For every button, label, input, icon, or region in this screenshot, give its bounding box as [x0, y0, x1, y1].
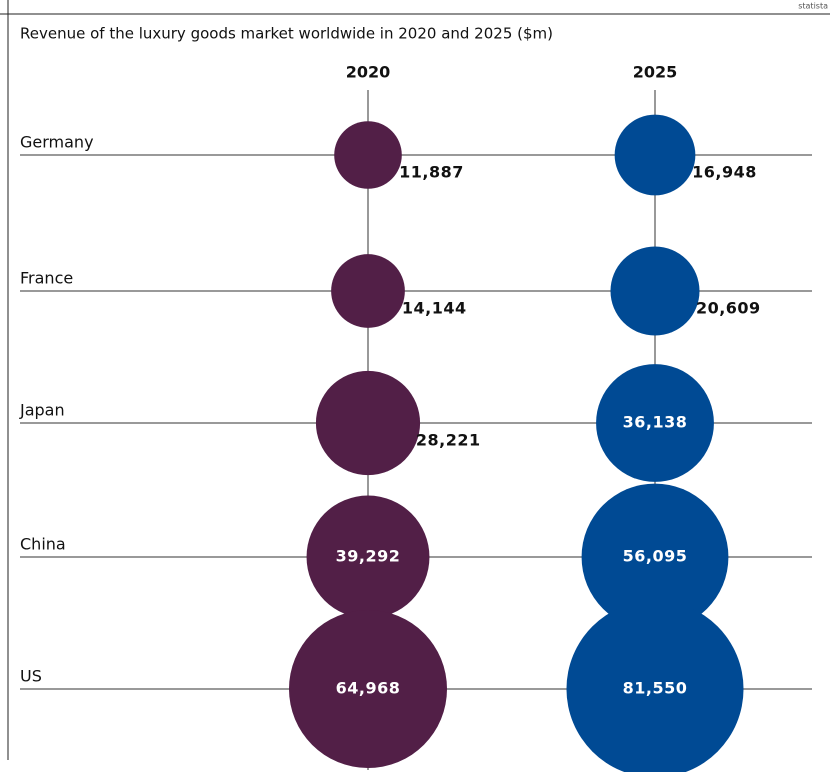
bubble: [334, 121, 402, 189]
bubble: [306, 495, 430, 619]
value-label: 20,609: [696, 299, 761, 318]
bubble: [315, 370, 421, 476]
bubble: [610, 246, 700, 336]
bubble: [596, 364, 714, 482]
bubble: [288, 609, 448, 769]
bubble: [581, 483, 729, 631]
source: statista: [798, 2, 828, 11]
row-label: US: [20, 667, 42, 686]
column-header: 2025: [633, 63, 678, 82]
value-label: 81,550: [623, 679, 688, 698]
value-label: 39,292: [336, 547, 401, 566]
row-label: France: [20, 269, 73, 288]
value-label: 28,221: [416, 431, 481, 450]
value-label: 16,948: [692, 163, 757, 182]
bubble: [331, 254, 405, 328]
value-label: 11,887: [399, 163, 464, 182]
value-label: 36,138: [623, 413, 688, 432]
chart-title: Revenue of the luxury goods market world…: [20, 25, 553, 43]
row-label: China: [20, 535, 66, 554]
value-label: 64,968: [336, 679, 401, 698]
row-label: Germany: [20, 133, 94, 152]
column-header: 2020: [346, 63, 391, 82]
value-label: 14,144: [402, 299, 467, 318]
row-label: Japan: [19, 401, 65, 420]
bubble: [566, 600, 744, 772]
bubble: [614, 114, 696, 196]
value-label: 56,095: [623, 547, 688, 566]
